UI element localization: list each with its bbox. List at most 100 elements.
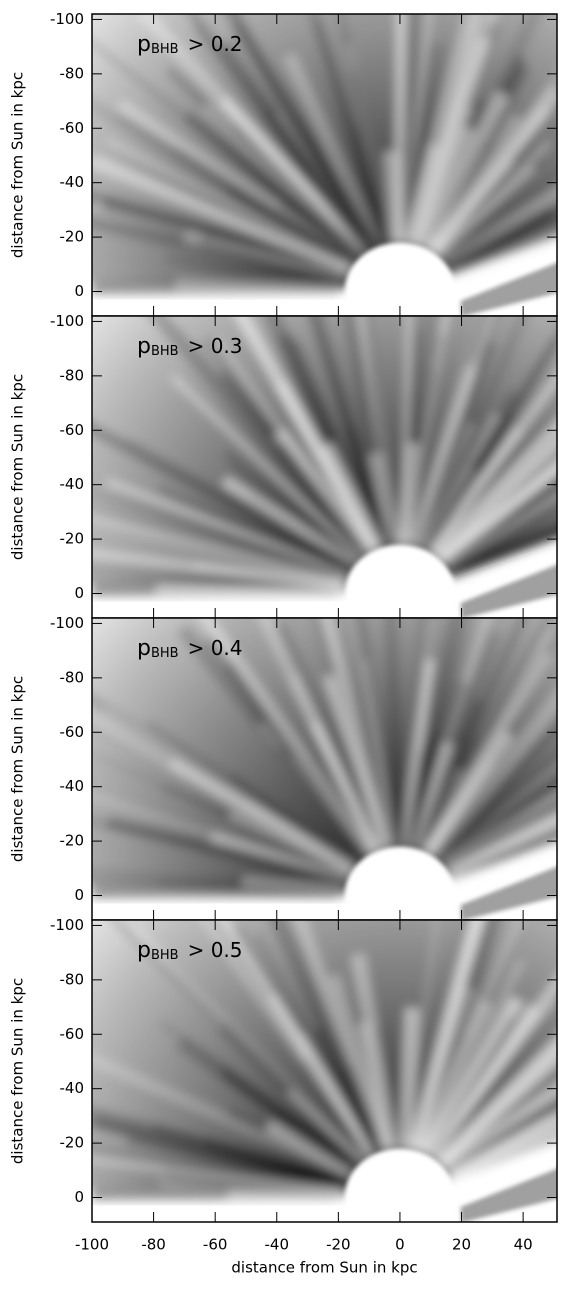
annotation-symbol: p [137, 334, 151, 359]
density-streak [308, 14, 392, 246]
density-streak [423, 730, 515, 857]
y-tick-label: -60 [60, 421, 85, 439]
density-streak [92, 514, 348, 587]
density-fan [92, 618, 557, 900]
y-axis-label: distance from Sun in kpc [9, 374, 27, 560]
annotation: pBHB > 0.4 [137, 636, 243, 662]
x-tick-label: 0 [395, 1236, 405, 1254]
empty-region [344, 242, 456, 316]
density-streak [410, 14, 474, 245]
density-streak [92, 532, 347, 585]
x-tick-label: -80 [141, 1236, 166, 1254]
y-tick-label: -100 [50, 10, 84, 28]
density-streak [105, 816, 349, 888]
y-tick-label: -60 [60, 1025, 85, 1043]
y-axis-label: distance from Sun in kpc [9, 72, 27, 258]
density-streak [448, 830, 557, 881]
density-streak [426, 370, 557, 556]
density-streak [92, 1052, 354, 1181]
density-streak [416, 920, 522, 1153]
y-tick-label: -60 [60, 119, 85, 137]
y-tick-label: -20 [60, 530, 85, 548]
density-streak [426, 85, 557, 256]
density-streak [407, 618, 469, 849]
density-streak [398, 14, 416, 243]
density-streak [92, 555, 346, 590]
density-streak [413, 340, 497, 549]
y-tick-label: -40 [60, 475, 85, 493]
density-streak [258, 618, 383, 855]
plot-frame [91, 919, 558, 1223]
density-streak [448, 1133, 557, 1187]
density-streak [435, 165, 536, 258]
density-streak [408, 316, 490, 548]
density-streak [164, 253, 346, 291]
annotation: pBHB > 0.5 [137, 938, 243, 964]
annotation-text: > 0.3 [188, 334, 243, 358]
density-streak [444, 491, 557, 570]
density-streak [446, 814, 557, 876]
density-map [92, 14, 557, 316]
density-streak [199, 231, 349, 286]
empty-region [92, 601, 345, 618]
density-streak [351, 618, 399, 848]
density-streak [442, 1095, 557, 1175]
y-tick-label: 0 [74, 282, 84, 300]
density-streak [421, 651, 553, 854]
density-streak [401, 749, 428, 848]
density-streak [92, 751, 352, 876]
y-tick-label: -100 [50, 916, 84, 934]
density-stripe-shape [460, 262, 557, 316]
density-streak [310, 1026, 383, 1156]
density-streak [423, 1015, 517, 1158]
density-streak [415, 618, 527, 851]
density-streak [435, 748, 557, 867]
annotation-subscript: BHB [151, 646, 179, 661]
y-tick-label: 0 [74, 1188, 84, 1206]
density-map [92, 618, 557, 920]
density-streak [186, 14, 374, 254]
empty-region [92, 299, 345, 316]
density-streak [276, 442, 373, 556]
y-axis-label: distance from Sun in kpc [9, 676, 27, 862]
y-tick-label: -40 [60, 777, 85, 795]
density-streak [234, 316, 381, 553]
y-tick-label: -80 [60, 366, 85, 384]
density-streak [105, 136, 354, 270]
y-tick-label: -40 [60, 1079, 85, 1097]
y-tick-label: 0 [74, 584, 84, 602]
y-tick-label: -100 [50, 312, 84, 330]
density-streak [170, 374, 364, 561]
density-fan [92, 316, 557, 597]
density-streak [92, 721, 356, 872]
empty-region [344, 544, 456, 618]
y-tick-label: -80 [60, 64, 85, 82]
density-streak [424, 337, 557, 553]
density-stripe [460, 866, 557, 920]
density-streak [393, 14, 407, 243]
density-streak [445, 1109, 557, 1179]
density-streak [423, 1002, 541, 1161]
density-streak [441, 185, 557, 269]
annotation-text: > 0.5 [188, 938, 243, 962]
density-streak [448, 525, 557, 578]
density-stripe [460, 564, 557, 618]
annotation-subscript: BHB [151, 42, 179, 57]
density-fan [92, 14, 557, 296]
density-streak [156, 584, 345, 596]
density-streak [270, 1109, 360, 1174]
annotation: pBHB > 0.3 [137, 334, 243, 360]
empty-region [92, 1205, 345, 1222]
density-streak [398, 42, 446, 244]
empty-region [92, 903, 345, 920]
annotation: pBHB > 0.2 [137, 32, 243, 58]
density-streak [166, 66, 366, 258]
density-streak [442, 485, 557, 567]
x-tick-label: -60 [203, 1236, 228, 1254]
density-streak [92, 1143, 347, 1192]
density-streak [92, 1158, 346, 1193]
density-streak [438, 461, 557, 564]
density-streak [136, 14, 370, 259]
density-streak [433, 1038, 557, 1168]
